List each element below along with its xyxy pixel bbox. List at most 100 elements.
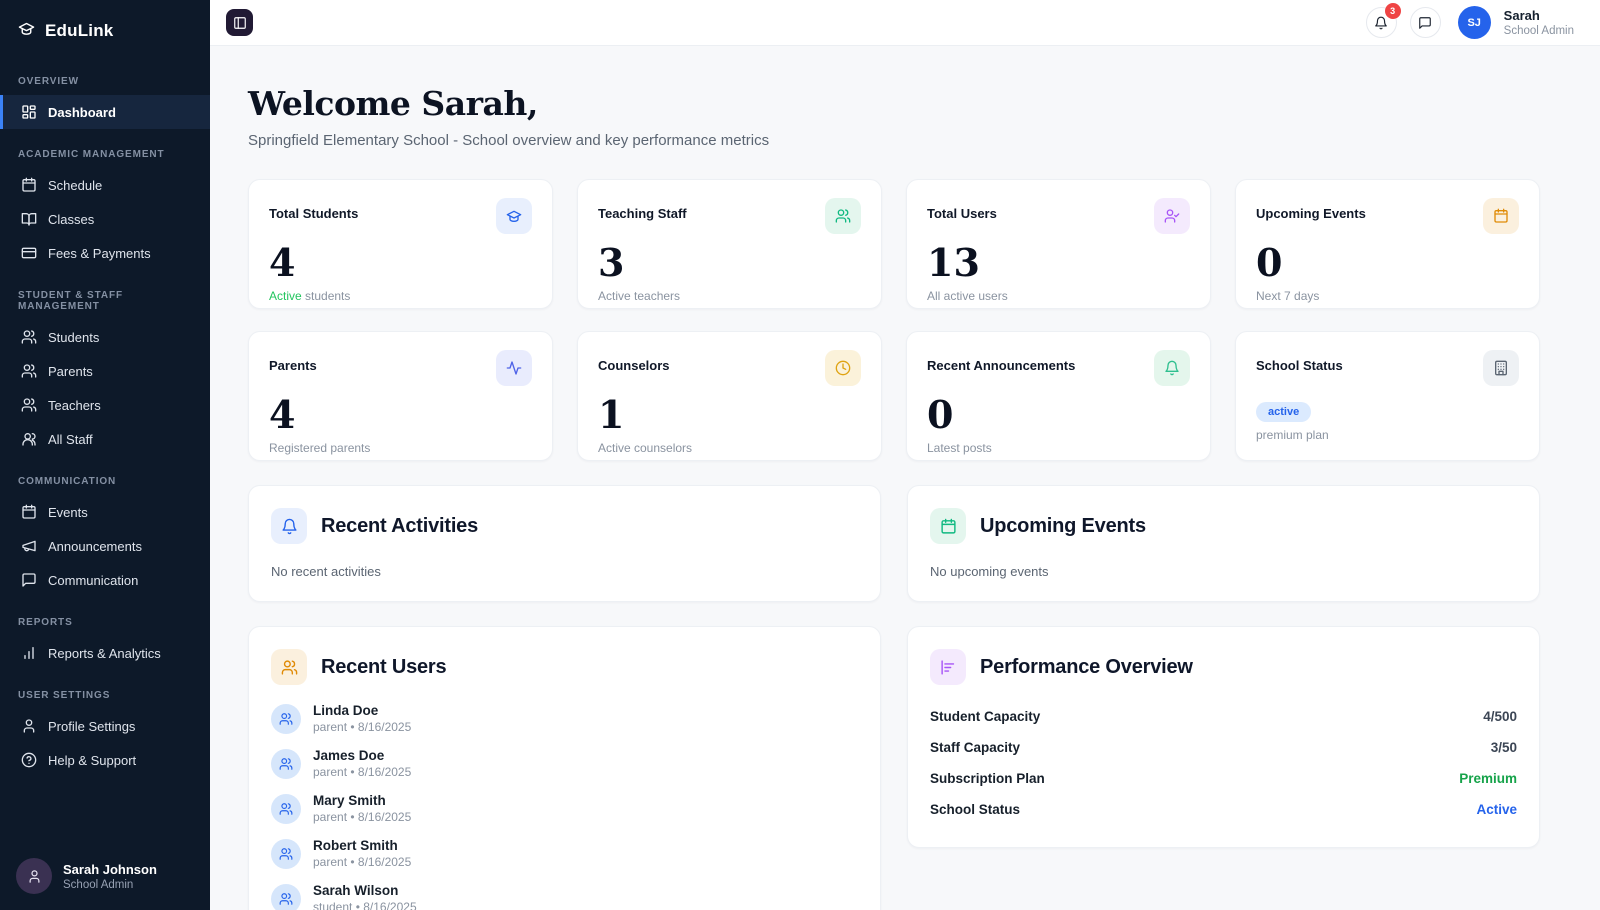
stat-subtitle: Active students (269, 289, 532, 303)
section-label-reports: REPORTS (18, 617, 73, 628)
list-item[interactable]: James Doe parent • 8/16/2025 (271, 748, 858, 779)
stat-value: 1 (598, 392, 625, 437)
bell-icon (1374, 16, 1388, 30)
perf-value: Premium (1459, 771, 1517, 786)
page-subtitle: Springfield Elementary School - School o… (248, 132, 770, 149)
sidebar-item-all-staff[interactable]: All Staff (0, 422, 210, 456)
upcoming-events-panel: Upcoming Events No upcoming events (907, 485, 1540, 602)
perf-value: 4/500 (1483, 709, 1517, 724)
panel-left-icon (233, 16, 247, 30)
users-icon (825, 198, 861, 234)
panel-title: Upcoming Events (980, 514, 1146, 537)
list-item[interactable]: Sarah Wilson student • 8/16/2025 (271, 883, 858, 910)
stats-row-1: Total Students 4 Active students Teachin… (248, 179, 1540, 309)
calendar-icon (1483, 198, 1519, 234)
sidebar-toggle-button[interactable] (226, 9, 253, 36)
bell-icon (271, 508, 307, 544)
notification-badge: 3 (1384, 3, 1401, 19)
bell-icon (1154, 350, 1190, 386)
users-icon (279, 802, 293, 816)
sidebar-item-label: Students (48, 329, 100, 345)
sidebar-item-teachers[interactable]: Teachers (0, 388, 210, 422)
messages-button[interactable] (1409, 7, 1441, 38)
stat-card-school-status: School Status active premium plan (1235, 331, 1540, 461)
list-item[interactable]: Robert Smith parent • 8/16/2025 (271, 838, 858, 869)
stat-subtitle-text: students (301, 289, 351, 303)
stat-card-teaching-staff: Teaching Staff 3 Active teachers (577, 179, 882, 309)
stat-subtitle: premium plan (1256, 428, 1329, 442)
perf-value: 3/50 (1490, 740, 1517, 755)
avatar (16, 858, 52, 894)
book-icon (21, 211, 37, 227)
sidebar-item-label: Teachers (48, 397, 101, 413)
sidebar-item-parents[interactable]: Parents (0, 354, 210, 388)
stat-card-total-students: Total Students 4 Active students (248, 179, 553, 309)
users-icon (279, 892, 293, 906)
recent-users-panel: Recent Users Linda Doe parent • 8/16/202… (248, 626, 881, 910)
sidebar-item-students[interactable]: Students (0, 320, 210, 354)
sidebar-user[interactable]: Sarah Johnson School Admin (16, 858, 157, 894)
avatar[interactable]: SJ (1457, 6, 1491, 39)
stat-card-total-users: Total Users 13 All active users (906, 179, 1211, 309)
dashboard-content: Welcome Sarah, Springfield Elementary Sc… (210, 46, 1600, 910)
stat-subtitle: Active counselors (598, 441, 861, 455)
section-label-communication: COMMUNICATION (18, 476, 117, 487)
logo: EduLink (0, 0, 210, 56)
list-item[interactable]: Linda Doe parent • 8/16/2025 (271, 703, 858, 734)
table-row: Student Capacity 4/500 (930, 701, 1517, 732)
sidebar-item-label: All Staff (48, 431, 93, 447)
users-icon (21, 329, 37, 345)
performance-overview-panel: Performance Overview Student Capacity 4/… (907, 626, 1540, 848)
stat-title: Parents (269, 358, 317, 373)
perf-label: Staff Capacity (930, 740, 1021, 755)
avatar (271, 748, 301, 779)
user-meta: parent • 8/16/2025 (313, 855, 412, 869)
sidebar-item-profile-settings[interactable]: Profile Settings (0, 709, 210, 743)
stat-subtitle: Latest posts (927, 441, 1190, 455)
user-name: Linda Doe (313, 703, 379, 718)
user-meta: parent • 8/16/2025 (313, 720, 412, 734)
section-label-student-staff: STUDENT & STAFF MANAGEMENT (18, 290, 123, 312)
sidebar-item-communication[interactable]: Communication (0, 563, 210, 597)
megaphone-icon (21, 538, 37, 554)
empty-state-text: No upcoming events (930, 564, 1049, 579)
stat-subtitle-text: Latest posts (927, 441, 992, 455)
users-icon (21, 363, 37, 379)
list-item[interactable]: Mary Smith parent • 8/16/2025 (271, 793, 858, 824)
stat-subtitle: Registered parents (269, 441, 532, 455)
sidebar-item-label: Profile Settings (48, 718, 136, 734)
sidebar: EduLink OVERVIEW Dashboard ACADEMIC MANA… (0, 0, 210, 910)
sidebar-item-events[interactable]: Events (0, 495, 210, 529)
sidebar-item-label: Communication (48, 572, 139, 588)
sidebar-item-fees-payments[interactable]: Fees & Payments (0, 236, 210, 270)
stat-title: School Status (1256, 358, 1343, 373)
stat-subtitle: Next 7 days (1256, 289, 1519, 303)
sidebar-item-schedule[interactable]: Schedule (0, 168, 210, 202)
sidebar-item-label: Classes (48, 211, 95, 227)
panels-row-1: Recent Activities No recent activities U… (248, 485, 1540, 602)
user-meta: parent • 8/16/2025 (313, 765, 412, 779)
sidebar-item-dashboard[interactable]: Dashboard (0, 95, 210, 129)
sidebar-item-announcements[interactable]: Announcements (0, 529, 210, 563)
sidebar-item-reports-analytics[interactable]: Reports & Analytics (0, 636, 210, 670)
avatar (271, 793, 301, 824)
section-label-user-settings: USER SETTINGS (18, 690, 111, 701)
users-icon (279, 847, 293, 861)
table-row: Subscription Plan Premium (930, 763, 1517, 794)
sidebar-item-classes[interactable]: Classes (0, 202, 210, 236)
notifications-button[interactable]: 3 (1365, 3, 1401, 38)
stat-subtitle-accent: Active (269, 289, 302, 303)
panels-row-2: Recent Users Linda Doe parent • 8/16/202… (248, 626, 1540, 910)
stat-card-counselors: Counselors 1 Active counselors (577, 331, 882, 461)
stat-value: 3 (598, 240, 625, 285)
table-row: Staff Capacity 3/50 (930, 732, 1517, 763)
users-icon (21, 397, 37, 413)
users-icon (271, 649, 307, 685)
user-check-icon (1154, 198, 1190, 234)
stat-title: Teaching Staff (598, 206, 687, 221)
perf-label: Student Capacity (930, 709, 1041, 724)
sidebar-item-help-support[interactable]: Help & Support (0, 743, 210, 777)
school-building-icon (1483, 350, 1519, 386)
main-area: 3 SJ Sarah School Admin Welcome Sarah, S… (210, 0, 1600, 910)
stat-title: Counselors (598, 358, 670, 373)
